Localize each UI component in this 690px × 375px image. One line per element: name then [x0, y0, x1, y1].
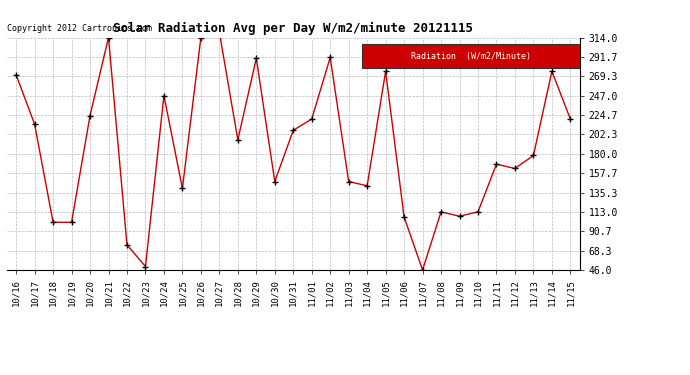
- Text: Radiation  (W/m2/Minute): Radiation (W/m2/Minute): [411, 52, 531, 61]
- Title: Solar Radiation Avg per Day W/m2/minute 20121115: Solar Radiation Avg per Day W/m2/minute …: [113, 22, 473, 35]
- Text: Copyright 2012 Cartronics.com: Copyright 2012 Cartronics.com: [7, 24, 152, 33]
- FancyBboxPatch shape: [362, 45, 580, 68]
